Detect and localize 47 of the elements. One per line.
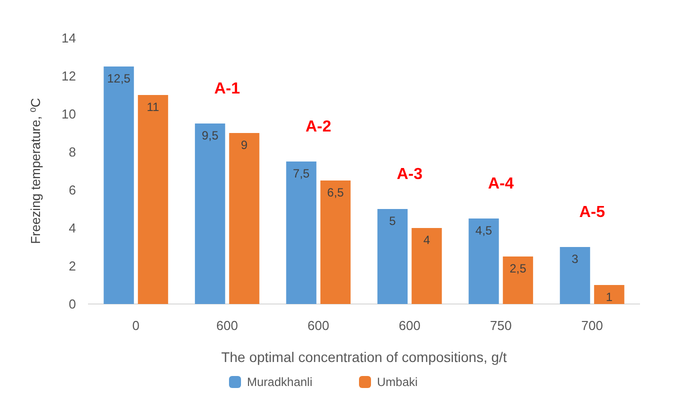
data-label: 9,5: [202, 128, 219, 142]
x-tick-label: 700: [581, 318, 603, 333]
annotation: A-2: [305, 118, 332, 136]
bar: [377, 209, 408, 304]
data-label: 1: [606, 290, 613, 304]
bar: [194, 124, 226, 304]
x-tick-label: 600: [398, 318, 420, 333]
x-tick-label: 750: [490, 318, 512, 333]
bar: [104, 66, 134, 304]
data-label: 11: [146, 100, 160, 114]
data-label: 6,5: [327, 186, 344, 200]
y-tick-label: 2: [68, 258, 76, 274]
annotation: A-5: [579, 204, 606, 221]
x-tick-label: 600: [216, 318, 238, 333]
y-tick-label: 8: [68, 144, 76, 160]
y-tick-label: 0: [68, 296, 76, 312]
bar: [229, 133, 260, 304]
bar: [138, 95, 168, 304]
data-label: 9: [240, 138, 248, 152]
data-label: 4: [423, 233, 430, 247]
y-tick-label: 12: [62, 68, 76, 84]
y-axis-title: Freezing temperature, ⁰C: [28, 98, 43, 244]
y-tick-label: 10: [62, 106, 76, 122]
data-label: 12,5: [107, 72, 131, 86]
x-tick-label: 0: [132, 318, 140, 333]
bar: [320, 180, 351, 304]
bar: [286, 162, 316, 304]
x-axis-title: The optimal concentration of compositions, g/t: [221, 349, 507, 365]
annotation: A-4: [488, 176, 514, 192]
data-label: 4,5: [475, 224, 492, 238]
annotation: A-1: [214, 80, 240, 98]
y-tick-label: 4: [68, 220, 76, 236]
x-tick-label: 600: [308, 318, 330, 333]
bar: [502, 256, 534, 304]
data-label: 3: [572, 252, 579, 266]
annotation: A-3: [396, 166, 423, 183]
bar: [560, 247, 590, 304]
bar: [468, 218, 499, 304]
legend-label: Umbaki: [377, 375, 418, 390]
y-tick-label: 14: [62, 30, 76, 46]
data-label: 7,5: [292, 166, 310, 180]
bar: [412, 228, 442, 304]
data-label: 2,5: [510, 262, 527, 276]
data-label: 5: [389, 214, 396, 228]
y-tick-label: 6: [68, 182, 76, 198]
bar: [594, 285, 624, 304]
legend-label: Muradkhanli: [247, 375, 312, 390]
